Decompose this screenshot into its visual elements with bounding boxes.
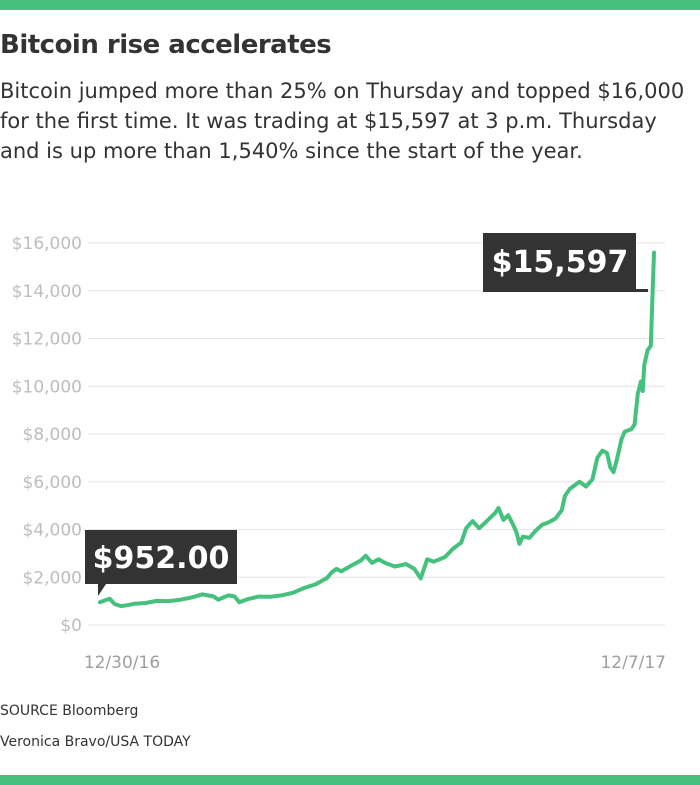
callout-end-box xyxy=(483,233,648,292)
chart-title: Bitcoin rise accelerates xyxy=(0,30,332,60)
chart-subtitle: Bitcoin jumped more than 25% on Thursday… xyxy=(0,79,685,163)
x-tick-label: 12/7/17 xyxy=(600,653,666,673)
bottom-accent-bar xyxy=(0,775,700,785)
x-axis-tick-labels: 12/30/16 12/7/17 xyxy=(84,653,666,673)
top-accent-bar xyxy=(0,0,700,10)
y-tick-label: $0 xyxy=(60,616,82,636)
callout-start-price: $952.00 xyxy=(85,530,237,596)
y-tick-label: $14,000 xyxy=(12,282,82,302)
bitcoin-price-series-line xyxy=(98,250,656,609)
callout-start-box xyxy=(85,530,237,596)
callout-end-price: $15,597 xyxy=(483,233,648,292)
bitcoin-price-line-chart: $0 $2,000 $4,000 $6,000 $8,000 $10,000 $12,000… xyxy=(12,233,666,673)
y-tick-label: $16,000 xyxy=(12,234,82,254)
x-tick-label: 12/30/16 xyxy=(84,653,160,673)
y-tick-label: $12,000 xyxy=(12,330,82,350)
y-tick-label: $10,000 xyxy=(12,377,82,397)
y-tick-label: $8,000 xyxy=(23,425,82,445)
y-tick-label: $6,000 xyxy=(23,473,82,493)
source-note: SOURCE Bloomberg xyxy=(0,703,139,719)
y-axis-tick-labels: $0 $2,000 $4,000 $6,000 $8,000 $10,000 $12,000… xyxy=(12,234,82,636)
y-tick-label: $2,000 xyxy=(23,568,82,588)
callout-end-label: $15,597 xyxy=(492,245,629,280)
y-tick-label: $4,000 xyxy=(23,521,82,541)
credit-note: Veronica Bravo/USA TODAY xyxy=(0,734,191,750)
callout-start-label: $952.00 xyxy=(93,541,230,576)
